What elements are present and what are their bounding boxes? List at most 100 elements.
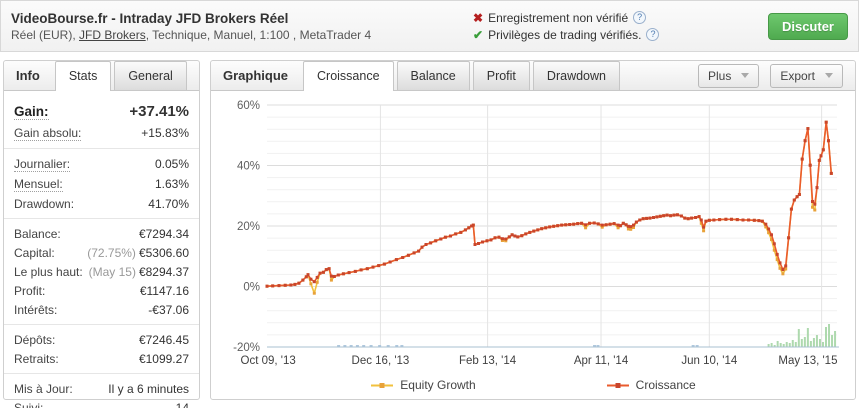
- series-marker: [301, 278, 305, 282]
- series-marker: [463, 228, 467, 232]
- series-marker: [388, 260, 392, 264]
- x-axis-label: Jun 10, '14: [681, 355, 738, 367]
- series-marker: [420, 245, 424, 249]
- volume-bar: [791, 340, 794, 347]
- series-marker: [504, 239, 508, 243]
- volume-bar: [794, 342, 797, 347]
- series-marker: [359, 268, 363, 272]
- series-line-equity-growth: [266, 121, 833, 294]
- account-title: VideoBourse.fr - Intraday JFD Brokers Ré…: [11, 10, 289, 26]
- tab-croissance[interactable]: Croissance: [303, 61, 394, 91]
- info-panel-title: Info: [16, 68, 40, 83]
- discuss-button[interactable]: Discuter: [767, 12, 848, 40]
- series-marker: [341, 272, 345, 276]
- stats-list: Gain: +37.41% Gain absolu: +15.83% Journalie…: [4, 91, 199, 408]
- series-marker: [770, 238, 773, 242]
- verification-block: ✖ Enregistrement non vérifié ? ✔ Privilè…: [473, 11, 660, 42]
- series-marker: [760, 219, 764, 223]
- chevron-down-icon: [825, 73, 833, 78]
- series-marker: [699, 218, 703, 222]
- stat-label[interactable]: Gain absolu:: [14, 125, 82, 141]
- series-marker: [265, 284, 269, 288]
- broker-link[interactable]: JFD Brokers: [79, 27, 146, 42]
- stat-label[interactable]: Gain:: [14, 104, 49, 120]
- chevron-down-icon: [741, 73, 750, 78]
- series-marker: [507, 235, 511, 239]
- series-marker: [304, 275, 308, 279]
- series-marker: [568, 223, 572, 226]
- series-marker: [459, 230, 463, 234]
- tab-balance[interactable]: Balance: [396, 61, 470, 90]
- series-marker: [621, 221, 625, 225]
- series-marker: [596, 222, 600, 226]
- series-marker: [813, 202, 817, 206]
- series-marker: [658, 214, 662, 218]
- legend-item-equity-growth: Equity Growth: [370, 378, 476, 392]
- volume-bar: [767, 344, 770, 347]
- series-marker: [382, 262, 386, 266]
- baseline-tick: [691, 345, 695, 347]
- baseline-tick: [343, 345, 347, 347]
- stat-row: Intérêts: -€37.06: [14, 300, 189, 319]
- series-marker: [757, 219, 761, 223]
- stat-label[interactable]: Journalier:: [14, 156, 71, 172]
- legend-label: Croissance: [635, 378, 696, 392]
- series-marker: [600, 225, 604, 229]
- subtitle-post: , Technique, Manuel, 1:100 , MetaTrader …: [145, 27, 372, 42]
- tab-general[interactable]: General: [114, 61, 187, 90]
- stat-label[interactable]: Suivi:: [14, 400, 44, 408]
- x-axis-label: Apr 11, '14: [574, 355, 629, 367]
- series-marker: [584, 223, 588, 227]
- stat-label: Le plus haut:: [14, 264, 83, 279]
- series-marker: [434, 239, 438, 243]
- series-marker: [694, 216, 698, 219]
- series-marker: [528, 230, 532, 234]
- tab-stats[interactable]: Stats: [54, 61, 112, 91]
- series-marker: [497, 235, 501, 239]
- tab-profit[interactable]: Profit: [472, 61, 530, 90]
- y-axis-label: 60%: [237, 100, 260, 112]
- series-marker: [718, 218, 722, 222]
- series-marker: [297, 281, 301, 285]
- legend-marker-icon: [371, 382, 394, 388]
- stat-row: Retraits: €1099.27: [14, 349, 189, 368]
- growth-chart[interactable]: 60% 40% 20% 0% -20%Oct 09, '13 Dec 16, '13 Feb…: [211, 97, 855, 369]
- baseline-tick: [386, 345, 390, 347]
- baseline-tick: [337, 345, 341, 347]
- info-panel: Info Stats General Gain: +37.41% Gain absol…: [3, 60, 200, 408]
- stat-label[interactable]: Mensuel:: [14, 176, 63, 192]
- series-marker: [548, 225, 552, 229]
- series-marker: [318, 271, 322, 275]
- series-marker: [817, 158, 821, 162]
- series-marker: [648, 216, 652, 220]
- export-dropdown-button[interactable]: Export: [770, 63, 843, 88]
- volume-bar: [800, 339, 803, 347]
- series-marker: [293, 282, 297, 286]
- series-marker: [675, 213, 679, 217]
- legend-item-croissance: Croissance: [606, 378, 696, 392]
- series-marker: [704, 219, 708, 223]
- volume-bar: [770, 343, 773, 347]
- series-marker: [312, 291, 316, 295]
- stat-label: Capital:: [14, 245, 55, 260]
- group-divider: [4, 373, 199, 374]
- series-marker: [683, 216, 687, 220]
- legend-marker-icon: [606, 382, 629, 388]
- help-icon[interactable]: ?: [633, 11, 647, 24]
- series-marker: [324, 268, 328, 272]
- series-marker: [277, 284, 281, 288]
- series-marker: [702, 225, 706, 229]
- stat-label: Drawdown:: [14, 196, 75, 211]
- volume-bar: [797, 329, 800, 347]
- group-divider: [4, 324, 199, 325]
- series-marker: [608, 222, 612, 226]
- series-marker: [377, 264, 381, 268]
- plus-dropdown-button[interactable]: Plus: [697, 63, 760, 88]
- series-marker: [712, 218, 716, 222]
- volume-bar: [806, 328, 809, 347]
- tab-drawdown[interactable]: Drawdown: [532, 61, 620, 90]
- account-info: VideoBourse.fr - Intraday JFD Brokers Ré…: [11, 10, 473, 43]
- volume-bar: [809, 341, 812, 347]
- help-icon[interactable]: ?: [646, 28, 660, 41]
- series-marker: [401, 256, 405, 259]
